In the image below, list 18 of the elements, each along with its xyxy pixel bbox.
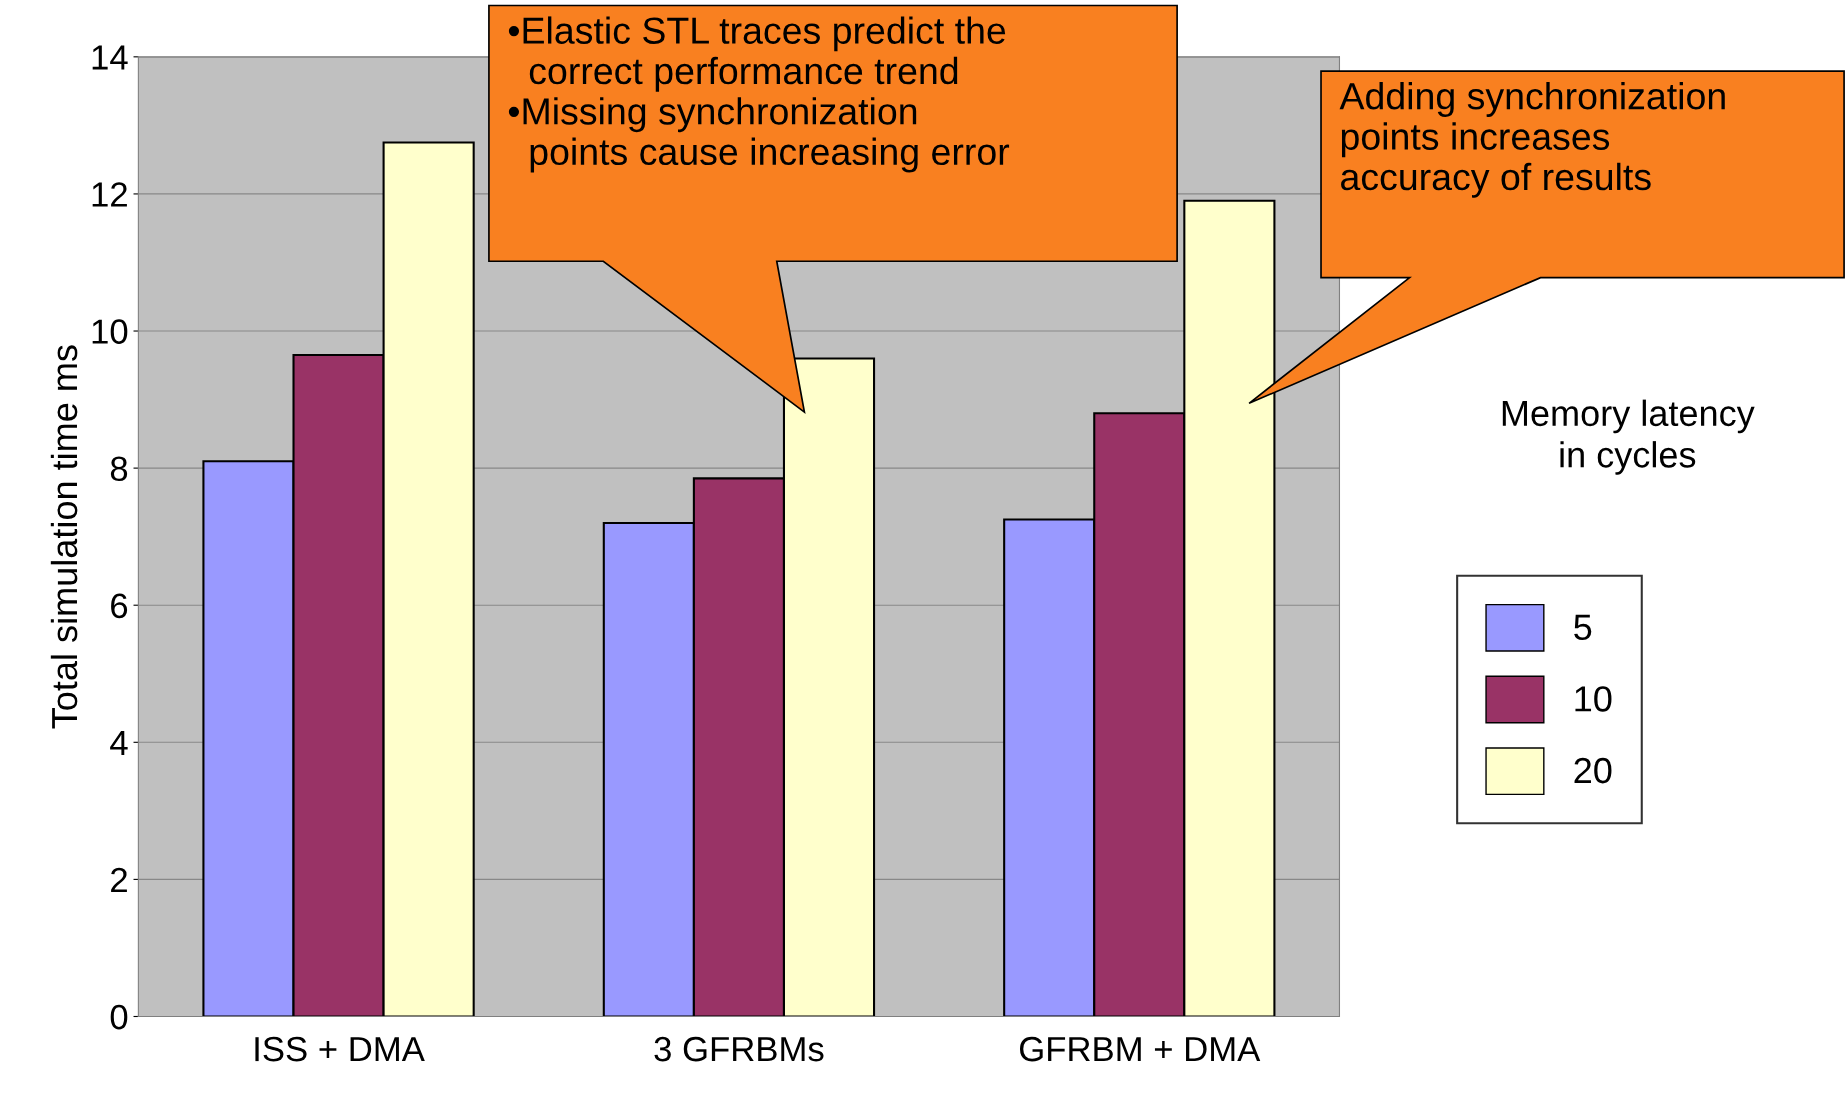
y-tick-label: 0 — [110, 1004, 128, 1030]
text: Adding synchronization points increases accuracy of results — [1339, 81, 1725, 198]
y-tick-label: 8 — [110, 456, 128, 482]
annotation: •Elastic STL traces predict the correct performance trend •Missing synchronization points cause increasing error — [508, 16, 1010, 173]
legend-label: 10 — [1575, 686, 1612, 712]
legend-title: Memory latency in cycles — [1502, 399, 1755, 475]
y-tick-label: 10 — [92, 319, 128, 344]
x-tick-label: 3 GFRBMs — [654, 1036, 824, 1062]
x-tick-label: GFRBM + DMA — [1019, 1036, 1261, 1062]
x-tick-label: ISS + DMA — [255, 1036, 425, 1062]
y-axis-title: Total simulation time ms — [50, 345, 78, 729]
legend-label: 20 — [1574, 757, 1612, 784]
y-tick-label: 6 — [111, 593, 128, 619]
y-tick-label: 4 — [110, 731, 128, 755]
y-tick-label: 14 — [92, 45, 128, 70]
legend-label: 5 — [1574, 614, 1592, 641]
y-tick-label: 2 — [111, 867, 127, 892]
y-tick-label: 12 — [92, 182, 127, 207]
